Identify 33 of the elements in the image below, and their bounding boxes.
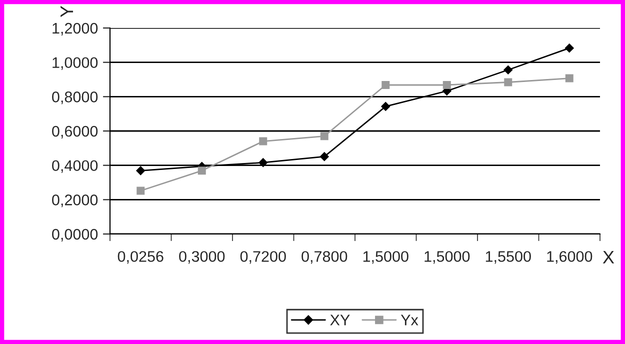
point bbox=[504, 78, 512, 86]
x-tick-label: 0,0256 bbox=[118, 251, 164, 264]
point bbox=[258, 158, 268, 168]
point bbox=[442, 81, 451, 89]
y-tick-label: 0,4000 bbox=[52, 160, 98, 173]
y-tick-label: 0,0000 bbox=[52, 228, 98, 242]
x-tick-label: 0,7800 bbox=[302, 251, 348, 264]
point bbox=[320, 152, 329, 162]
point bbox=[320, 132, 328, 140]
y-tick-label: 1,2000 bbox=[52, 22, 98, 36]
legend-label: XY bbox=[330, 314, 350, 326]
y-tick-label: 0,6000 bbox=[52, 126, 98, 138]
x-tick-label: 1,5000 bbox=[424, 251, 470, 264]
point bbox=[565, 74, 574, 82]
point bbox=[381, 102, 390, 111]
y-tick-label: 1,0000 bbox=[52, 57, 98, 70]
point bbox=[259, 137, 268, 146]
x-tick-label: 0,3000 bbox=[179, 251, 225, 264]
point bbox=[382, 81, 390, 89]
point bbox=[564, 44, 574, 53]
x-tick-label: 1,5500 bbox=[486, 251, 531, 264]
x-tick-label: 0,7200 bbox=[240, 251, 286, 264]
point bbox=[504, 65, 513, 74]
point bbox=[136, 166, 146, 176]
x-axis-title: X bbox=[602, 250, 614, 264]
point bbox=[198, 166, 206, 175]
legend-label: Yx bbox=[400, 314, 418, 326]
y-tick-label: 0,2000 bbox=[52, 194, 98, 208]
y-axis-title: Y bbox=[60, 6, 74, 18]
y-tick-label: 0,8000 bbox=[52, 92, 98, 104]
x-tick-label: 1,5000 bbox=[363, 251, 408, 264]
x-tick-label: 1,6000 bbox=[547, 251, 592, 264]
point bbox=[136, 186, 145, 195]
